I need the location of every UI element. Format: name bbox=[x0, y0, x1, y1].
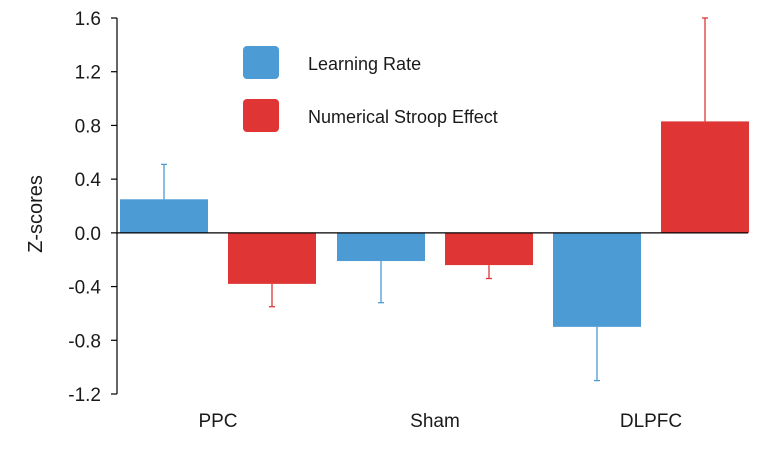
category-label-dlpfc: DLPFC bbox=[620, 411, 682, 432]
legend-label: Numerical Stroop Effect bbox=[308, 107, 498, 127]
bar-dlpfc-stroop-effect bbox=[661, 121, 749, 233]
category-label-ppc: PPC bbox=[198, 411, 237, 432]
legend: Learning Rate Numerical Stroop Effect bbox=[243, 46, 498, 132]
bar-ppc-stroop-effect bbox=[228, 232, 316, 284]
bar-sham-learning-rate bbox=[337, 232, 425, 262]
legend-swatch bbox=[243, 46, 279, 79]
category-labels: PPC Sham DLPFC bbox=[198, 411, 682, 432]
y-tick-label: -0.4 bbox=[68, 278, 101, 299]
legend-label: Learning Rate bbox=[308, 54, 421, 74]
y-tick-label: 1.2 bbox=[75, 63, 101, 84]
bar-ppc-learning-rate bbox=[120, 199, 208, 233]
y-tick-label: 0.4 bbox=[75, 170, 102, 191]
y-axis-title: Z-scores bbox=[25, 175, 47, 253]
y-tick-label: -0.8 bbox=[68, 331, 101, 352]
y-tick-label: -1.2 bbox=[68, 385, 101, 406]
bar-sham-stroop-effect bbox=[445, 232, 533, 266]
y-axis: 1.6 1.2 0.8 0.4 0.0 -0.4 -0.8 -1.2 bbox=[68, 9, 118, 406]
y-tick-label: 0.8 bbox=[75, 116, 101, 137]
bars-group bbox=[120, 17, 749, 382]
bar-dlpfc-learning-rate bbox=[553, 232, 641, 327]
legend-swatch bbox=[243, 99, 279, 132]
y-tick-label: 1.6 bbox=[75, 9, 101, 30]
y-tick-label: 0.0 bbox=[75, 224, 101, 245]
category-label-sham: Sham bbox=[410, 411, 460, 432]
